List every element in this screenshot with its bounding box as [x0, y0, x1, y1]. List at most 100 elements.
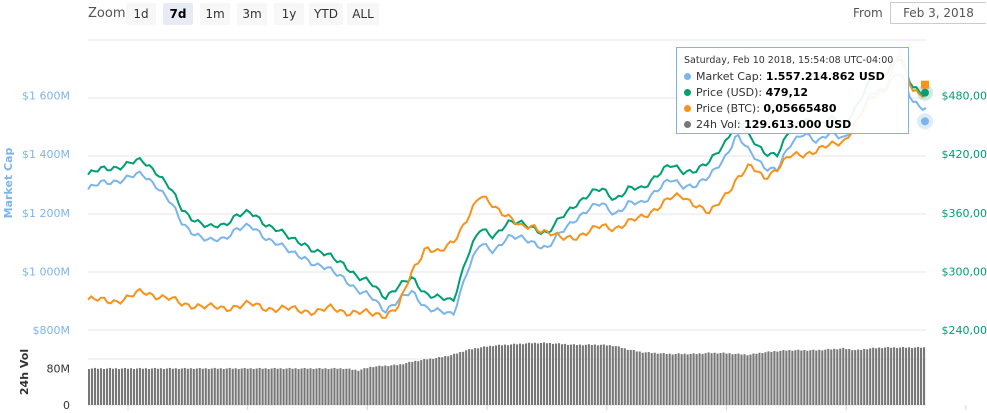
- volume-bar: [782, 350, 785, 405]
- volume-bar: [459, 352, 462, 405]
- volume-bar: [276, 368, 279, 405]
- volume-tick-label: 80M: [47, 363, 71, 376]
- volume-bar: [390, 365, 393, 405]
- zoom-7d-button[interactable]: 7d: [163, 3, 193, 25]
- volume-bar: [707, 352, 710, 405]
- volume-bar: [393, 364, 396, 405]
- volume-bar: [596, 345, 599, 405]
- volume-bar: [198, 367, 201, 405]
- zoom-ytd-button[interactable]: YTD: [309, 3, 343, 25]
- volume-bar: [480, 347, 483, 405]
- tooltip-value: 0,05665480: [763, 102, 837, 115]
- volume-bar: [255, 368, 258, 405]
- volume-bar: [138, 367, 141, 405]
- volume-bar: [303, 367, 306, 405]
- tooltip-row-volume: 24h Vol: 129.613.000 USD: [684, 118, 851, 131]
- volume-bar: [806, 350, 809, 405]
- market-cap-dot-icon: [684, 73, 691, 80]
- volume-bar: [884, 347, 887, 405]
- tooltip-row-price-usd: Price (USD): 479,12: [684, 86, 808, 99]
- volume-bar: [530, 343, 534, 405]
- volume-bar: [737, 353, 740, 405]
- volume-bar: [471, 349, 474, 405]
- volume-bar: [896, 348, 899, 405]
- volume-bar: [234, 368, 237, 405]
- volume-bar: [647, 352, 650, 405]
- volume-bar: [608, 345, 611, 405]
- volume-bar: [195, 368, 198, 405]
- right-tick-label: $240,00: [942, 324, 987, 337]
- volume-bar: [327, 369, 330, 405]
- zoom-1d-button[interactable]: 1d: [126, 3, 156, 25]
- volume-bar: [815, 350, 818, 405]
- volume-bar: [237, 369, 240, 405]
- volume-bar: [611, 346, 614, 405]
- hover-markers: [917, 80, 933, 130]
- volume-bar: [447, 356, 450, 405]
- volume-bar: [477, 348, 480, 405]
- volume-bar: [605, 345, 608, 405]
- from-date-input[interactable]: Feb 3, 2018: [890, 2, 986, 24]
- volume-bar: [872, 347, 875, 405]
- volume-bar: [809, 350, 812, 405]
- volume-bar: [899, 347, 902, 405]
- volume-bar: [677, 353, 680, 405]
- volume-bar: [521, 344, 525, 405]
- volume-bar: [542, 342, 546, 405]
- volume-bar: [593, 344, 596, 405]
- volume-bar: [923, 347, 926, 405]
- volume-bar: [387, 366, 390, 405]
- volume-bar: [893, 347, 896, 405]
- zoom-1y-button[interactable]: 1y: [274, 3, 304, 25]
- volume-bar: [186, 368, 189, 405]
- volume-bar: [216, 368, 219, 405]
- volume-bar: [644, 352, 647, 405]
- volume-bar: [405, 363, 408, 405]
- volume-bar: [800, 350, 803, 405]
- volume-bar: [291, 368, 294, 405]
- volume-bar: [309, 368, 312, 405]
- volume-bar: [797, 349, 800, 405]
- volume-bar: [432, 358, 435, 405]
- volume-bar: [489, 345, 492, 405]
- volume-bars: [88, 342, 926, 405]
- volume-bar: [701, 353, 704, 405]
- volume-bar: [267, 369, 270, 405]
- volume-bar: [375, 366, 378, 405]
- volume-bar: [126, 368, 130, 405]
- volume-bar: [686, 354, 689, 405]
- volume-bar: [695, 354, 698, 405]
- axes: $800M $1 000M $1 200M $1 400M $1 600M Market …: [2, 90, 987, 412]
- volume-tick-label: 0: [63, 399, 70, 412]
- zoom-all-button[interactable]: ALL: [347, 3, 379, 25]
- volume-bar: [584, 344, 587, 405]
- tooltip-title: Saturday, Feb 10 2018, 15:54:08 UTC-04:0…: [684, 55, 894, 66]
- zoom-1m-button[interactable]: 1m: [200, 3, 230, 25]
- tooltip-label: Market Cap:: [696, 70, 763, 83]
- volume-bar: [590, 345, 593, 405]
- volume-bar: [219, 368, 222, 405]
- volume-bar: [339, 368, 342, 405]
- volume-bar: [357, 370, 360, 405]
- volume-bar: [731, 354, 734, 405]
- volume-bar: [746, 355, 749, 405]
- volume-bar: [917, 346, 920, 405]
- volume-bar: [650, 353, 653, 405]
- volume-bar: [132, 369, 135, 405]
- volume-bar: [908, 347, 911, 405]
- volume-bar: [228, 367, 231, 405]
- volume-bar: [833, 348, 836, 405]
- zoom-3m-button[interactable]: 3m: [237, 3, 267, 25]
- volume-bar: [270, 368, 273, 405]
- volume-bar: [575, 345, 578, 405]
- volume-bar: [159, 368, 162, 405]
- volume-bar: [225, 368, 228, 405]
- left-tick-label: $1 600M: [22, 90, 70, 103]
- volume-bar: [578, 344, 581, 405]
- volume-bar: [659, 353, 662, 405]
- volume-bar: [692, 353, 695, 405]
- tooltip-value: 129.613.000 USD: [744, 118, 852, 131]
- volume-bar: [474, 348, 477, 405]
- volume-bar: [342, 369, 345, 405]
- volume-bar: [381, 366, 384, 405]
